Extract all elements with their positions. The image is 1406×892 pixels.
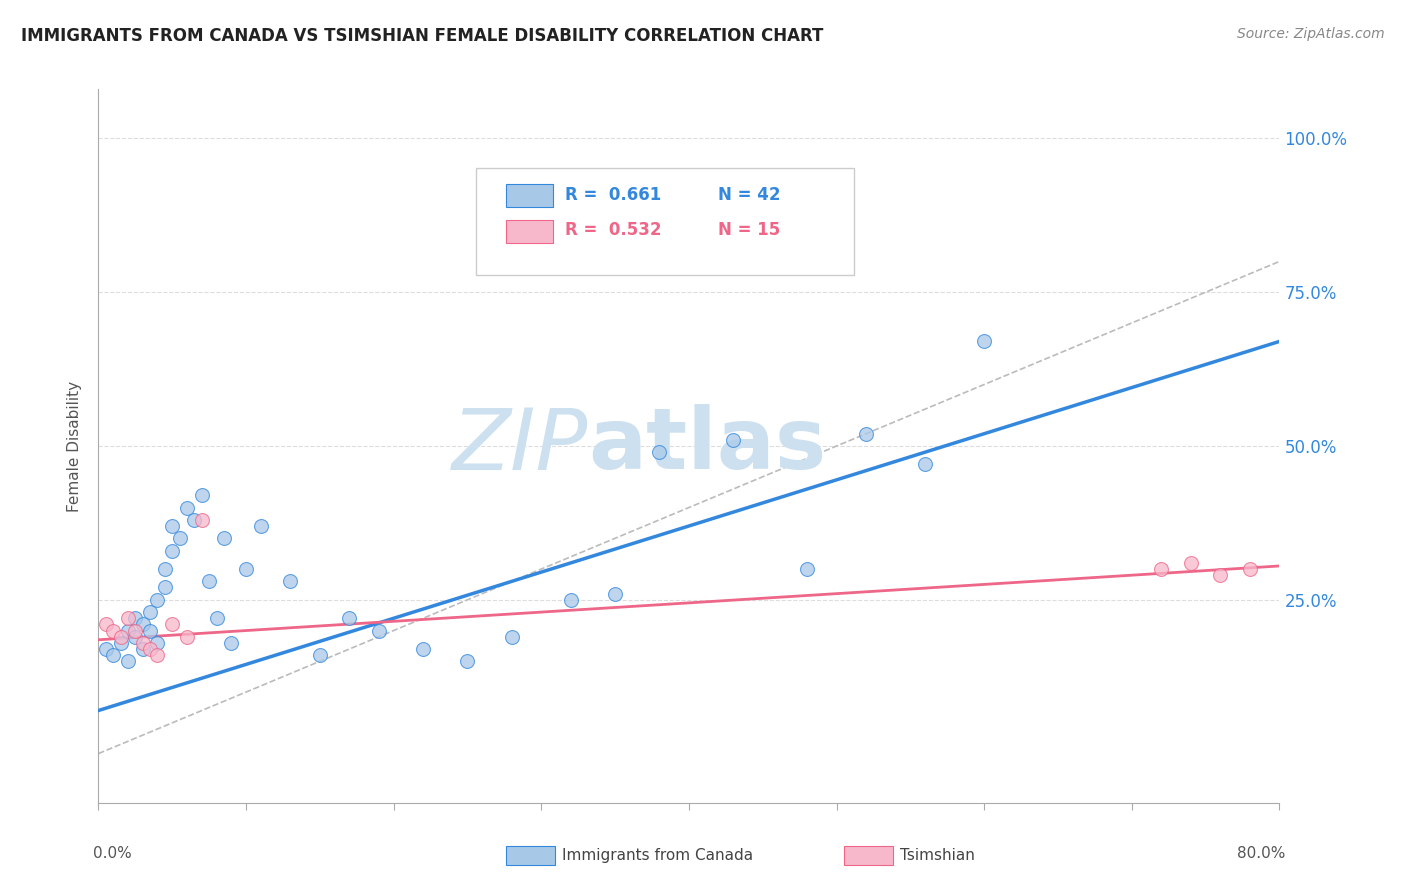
FancyBboxPatch shape (477, 168, 855, 275)
Text: 0.0%: 0.0% (93, 846, 131, 861)
Point (250, 519, 273, 533)
Point (139, 624, 162, 638)
Text: R =  0.532: R = 0.532 (565, 221, 661, 239)
Point (103, 624, 125, 638)
Point (1239, 562, 1261, 576)
Point (278, 574, 302, 589)
Point (124, 624, 146, 638)
Text: Tsimshian: Tsimshian (900, 848, 974, 863)
Point (212, 531, 235, 545)
Point (191, 513, 214, 527)
Point (235, 562, 257, 576)
Point (132, 642, 155, 657)
Point (94, 617, 117, 632)
Point (162, 543, 183, 558)
Point (169, 531, 191, 545)
Point (124, 630, 146, 644)
Point (501, 630, 523, 644)
Text: N = 42: N = 42 (718, 186, 780, 203)
Text: Immigrants from Canada: Immigrants from Canada (562, 848, 754, 863)
Point (162, 617, 183, 632)
Point (339, 611, 360, 625)
Point (183, 513, 205, 527)
Text: IMMIGRANTS FROM CANADA VS TSIMSHIAN FEMALE DISABILITY CORRELATION CHART: IMMIGRANTS FROM CANADA VS TSIMSHIAN FEMA… (21, 27, 824, 45)
Point (146, 636, 169, 650)
Point (219, 636, 242, 650)
Point (1209, 568, 1232, 582)
Text: ZIP: ZIP (453, 404, 589, 488)
Point (146, 648, 169, 662)
Point (855, 426, 877, 441)
Text: Source: ZipAtlas.com: Source: ZipAtlas.com (1237, 27, 1385, 41)
Point (139, 642, 162, 657)
Point (110, 636, 132, 650)
Point (162, 519, 183, 533)
Point (124, 611, 146, 625)
FancyBboxPatch shape (506, 184, 553, 207)
Point (132, 636, 155, 650)
Point (103, 648, 125, 662)
Point (368, 624, 391, 638)
Point (412, 642, 434, 657)
Point (153, 562, 176, 576)
Point (205, 611, 228, 625)
Point (117, 624, 139, 638)
Point (117, 654, 139, 668)
Point (191, 488, 214, 502)
Point (1180, 556, 1202, 570)
Point (723, 433, 745, 447)
Point (176, 500, 198, 515)
Text: 80.0%: 80.0% (1237, 846, 1285, 861)
Point (456, 654, 478, 668)
Point (153, 581, 176, 595)
Point (94, 642, 117, 657)
Text: R =  0.661: R = 0.661 (565, 186, 661, 203)
Point (914, 458, 936, 472)
Point (605, 587, 627, 601)
Text: atlas: atlas (589, 404, 827, 488)
Point (796, 562, 818, 576)
Point (648, 445, 671, 459)
Point (139, 605, 162, 619)
Point (1150, 562, 1173, 576)
Point (146, 592, 169, 607)
Point (132, 617, 155, 632)
Text: N = 15: N = 15 (718, 221, 780, 239)
Point (176, 630, 198, 644)
Point (309, 648, 332, 662)
FancyBboxPatch shape (506, 219, 553, 243)
Y-axis label: Female Disability: Female Disability (67, 380, 83, 512)
Point (117, 611, 139, 625)
Point (560, 592, 582, 607)
Point (973, 334, 995, 349)
Point (198, 574, 221, 589)
Point (110, 630, 132, 644)
